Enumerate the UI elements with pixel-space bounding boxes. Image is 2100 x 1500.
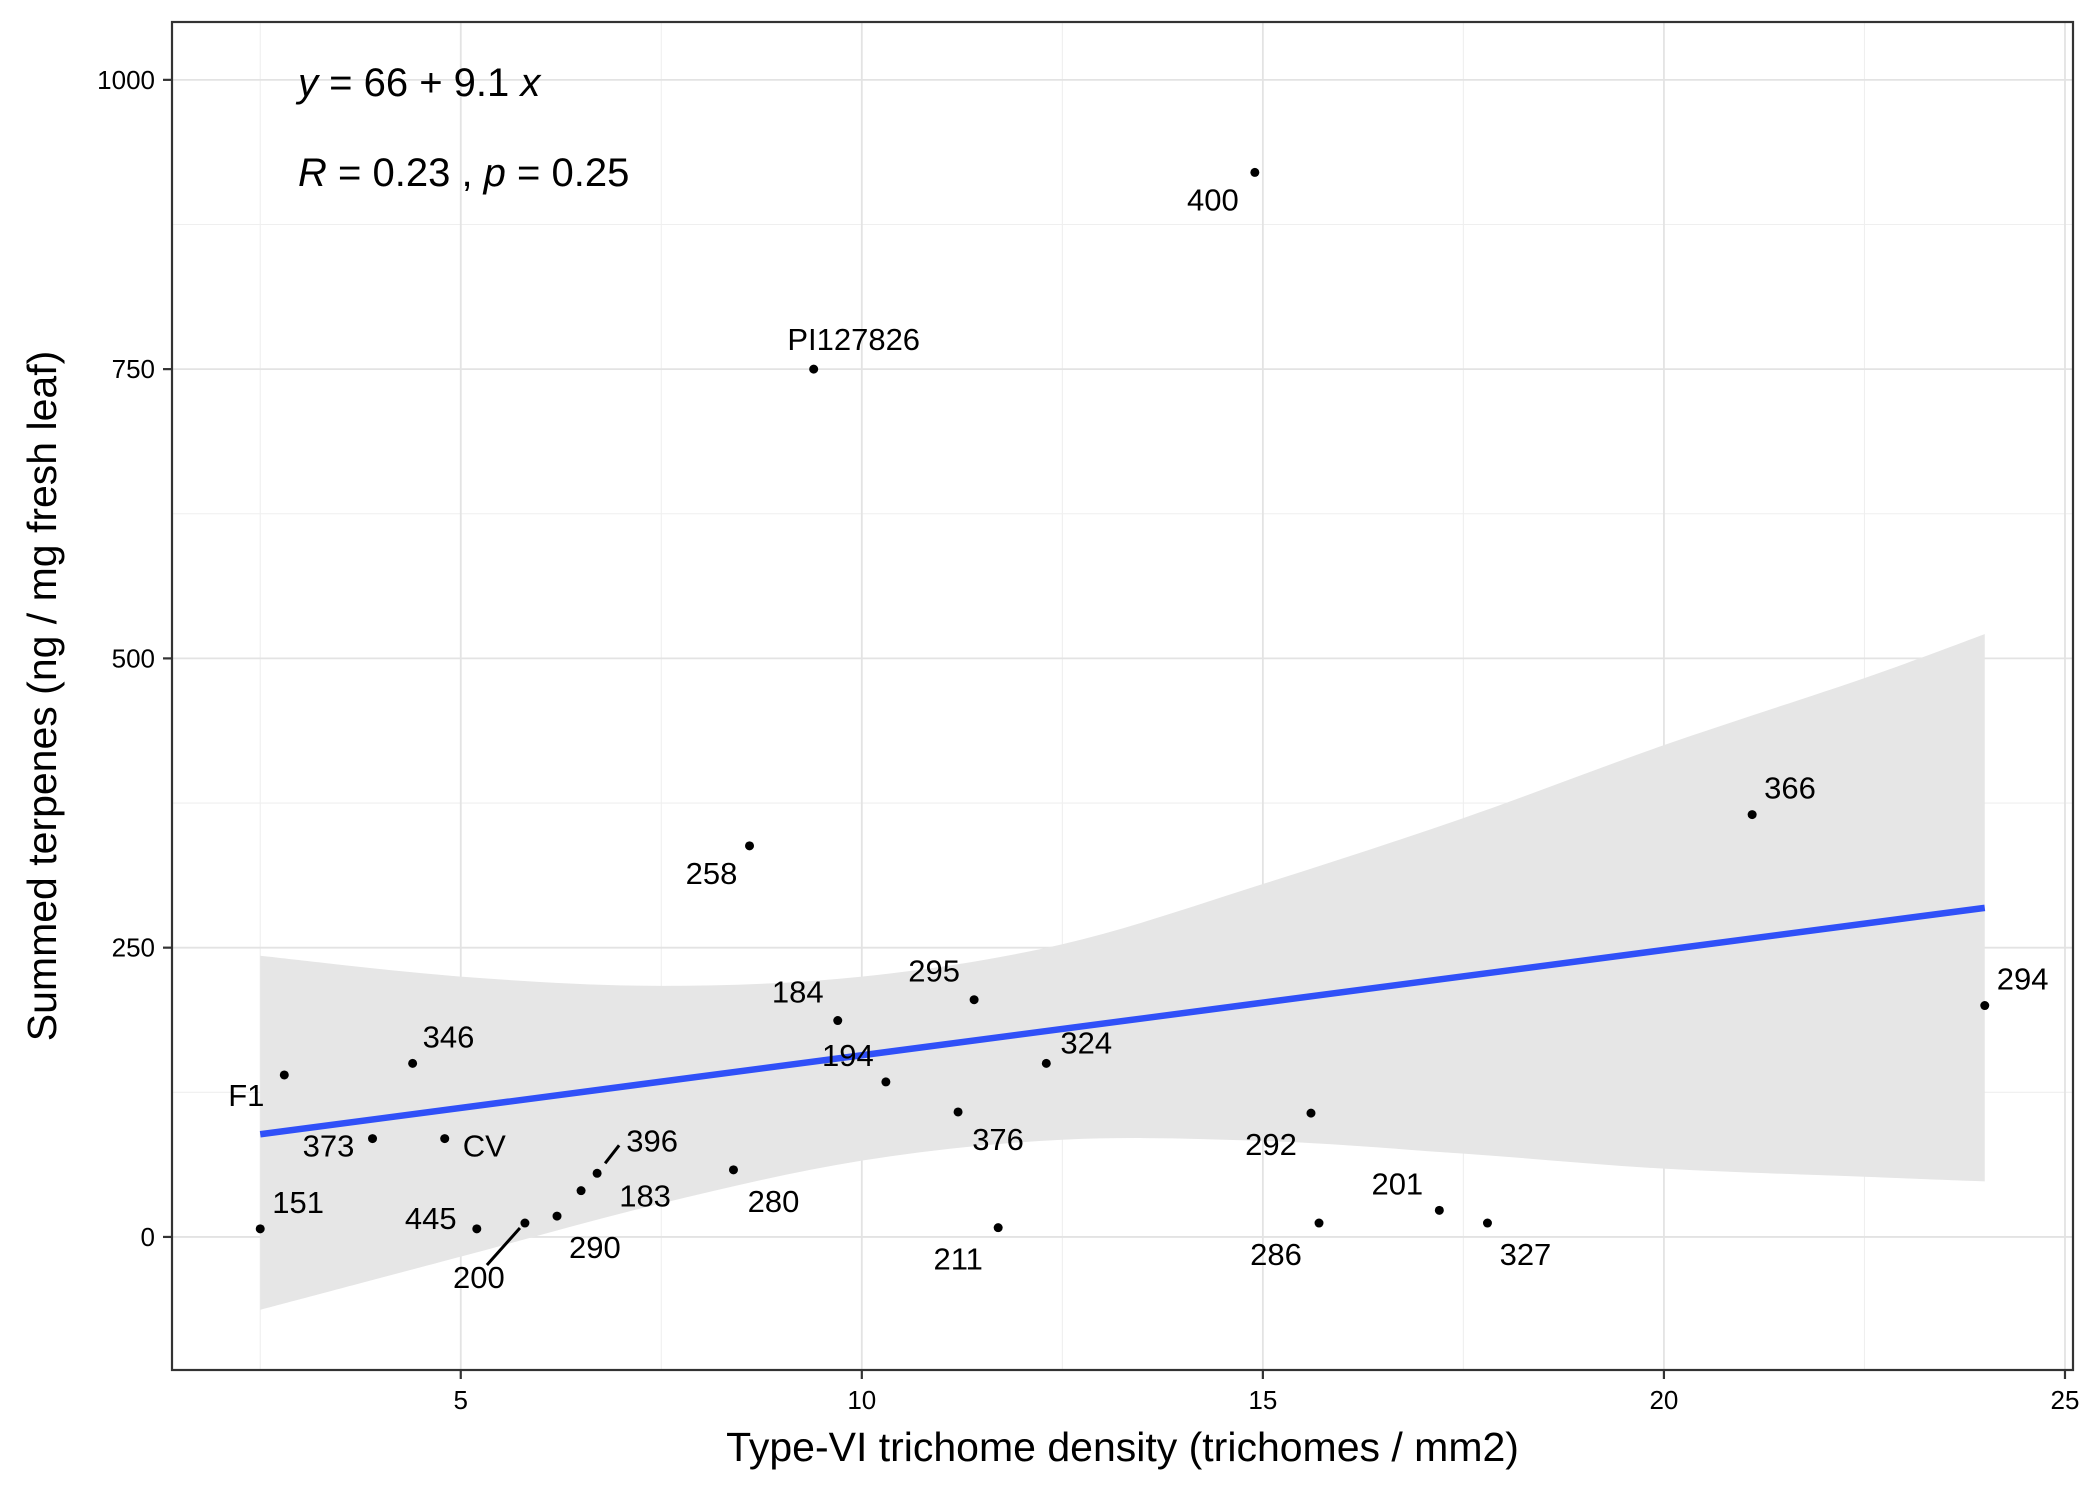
- point-label-292: 292: [1245, 1127, 1297, 1162]
- label-leader-200: [485, 1227, 522, 1267]
- stats-p-value: = 0.25: [506, 151, 629, 195]
- x-tick-label: 5: [454, 1385, 468, 1415]
- y-tick-label: 750: [112, 354, 155, 384]
- y-tick-label: 500: [112, 643, 155, 673]
- data-point-366: [1747, 810, 1757, 820]
- data-point-f1: [279, 1070, 289, 1080]
- data-point-400: [1250, 167, 1260, 177]
- data-point-151: [255, 1224, 265, 1234]
- equation-body: = 66 + 9.1: [318, 61, 520, 105]
- stats-r-symbol: R: [298, 151, 327, 195]
- data-point-292: [1306, 1108, 1316, 1118]
- y-tick-label: 0: [141, 1222, 155, 1252]
- point-label-396: 396: [626, 1123, 678, 1158]
- point-label-376: 376: [972, 1122, 1024, 1157]
- data-point-346: [408, 1058, 418, 1068]
- y-tick-label: 250: [112, 933, 155, 963]
- point-label-184: 184: [772, 975, 824, 1010]
- data-point-396: [592, 1168, 602, 1178]
- data-point-286: [1314, 1218, 1324, 1228]
- data-point-327: [1482, 1218, 1492, 1228]
- point-label-346: 346: [423, 1019, 475, 1054]
- equation-y-symbol: y: [295, 61, 321, 105]
- point-label-194: 194: [822, 1038, 874, 1073]
- data-points: [255, 167, 1990, 1234]
- point-label-280: 280: [748, 1184, 800, 1219]
- data-point-194: [881, 1077, 891, 1087]
- data-point-373: [368, 1134, 378, 1144]
- point-label-151: 151: [272, 1185, 324, 1220]
- data-point-201: [1434, 1205, 1444, 1215]
- point-label-373: 373: [303, 1129, 355, 1164]
- data-point-445: [472, 1224, 482, 1234]
- data-point-258: [745, 841, 755, 851]
- point-label-290: 290: [569, 1230, 621, 1265]
- point-label-366: 366: [1764, 771, 1816, 806]
- y-axis: 0 250 500 750 1000: [97, 65, 172, 1252]
- x-tick-label: 10: [847, 1385, 876, 1415]
- point-labels: 400 PI127826 366 258 295 294 184 324 346 F1 194 376…: [228, 182, 2048, 1295]
- confidence-band: [260, 634, 1985, 1310]
- point-label-400: 400: [1187, 182, 1239, 217]
- point-label-201: 201: [1371, 1166, 1423, 1201]
- point-label-258: 258: [686, 856, 738, 891]
- stats-annotation: R = 0.23 , p = 0.25: [298, 151, 629, 195]
- data-point-cv: [440, 1134, 450, 1144]
- data-point-200: [520, 1218, 530, 1228]
- point-label-pi127826: PI127826: [787, 322, 920, 357]
- x-tick-label: 15: [1248, 1385, 1277, 1415]
- x-axis-title: Type-VI trichome density (trichomes / mm…: [726, 1424, 1519, 1470]
- label-leader-396: [603, 1144, 621, 1165]
- point-label-cv: CV: [463, 1129, 506, 1164]
- regression-line: [259, 904, 1986, 1138]
- data-point-280: [728, 1165, 738, 1175]
- y-axis-title: Summed terpenes (ng / mg fresh leaf): [19, 351, 65, 1041]
- data-point-376: [953, 1107, 963, 1117]
- point-label-327: 327: [1500, 1237, 1552, 1272]
- data-point-183: [576, 1186, 586, 1196]
- x-tick-label: 25: [2051, 1385, 2080, 1415]
- equation-x-symbol: x: [518, 61, 542, 105]
- data-point-294: [1980, 1001, 1990, 1011]
- point-label-445: 445: [405, 1201, 457, 1236]
- point-label-294: 294: [1997, 962, 2049, 997]
- data-point-295: [969, 995, 979, 1005]
- stats-p-symbol: p: [483, 151, 506, 195]
- data-point-290: [552, 1211, 562, 1221]
- stats-r-value: = 0.23 ,: [327, 151, 484, 195]
- point-label-295: 295: [908, 954, 960, 989]
- x-tick-label: 20: [1649, 1385, 1678, 1415]
- data-point-324: [1041, 1058, 1051, 1068]
- point-label-183: 183: [619, 1179, 671, 1214]
- point-label-324: 324: [1060, 1025, 1112, 1060]
- point-label-f1: F1: [228, 1078, 264, 1113]
- equation-annotation: y = 66 + 9.1 x: [295, 61, 542, 105]
- point-label-211: 211: [933, 1242, 982, 1277]
- x-axis: 5 10 15 20 25: [454, 1370, 2080, 1415]
- data-point-184: [833, 1016, 843, 1026]
- point-label-200: 200: [453, 1260, 505, 1295]
- y-tick-label: 1000: [97, 65, 155, 95]
- plot-panel-border: [170, 20, 2075, 1372]
- point-label-286: 286: [1250, 1237, 1302, 1272]
- data-point-pi127826: [809, 364, 819, 374]
- data-point-211: [993, 1223, 1003, 1233]
